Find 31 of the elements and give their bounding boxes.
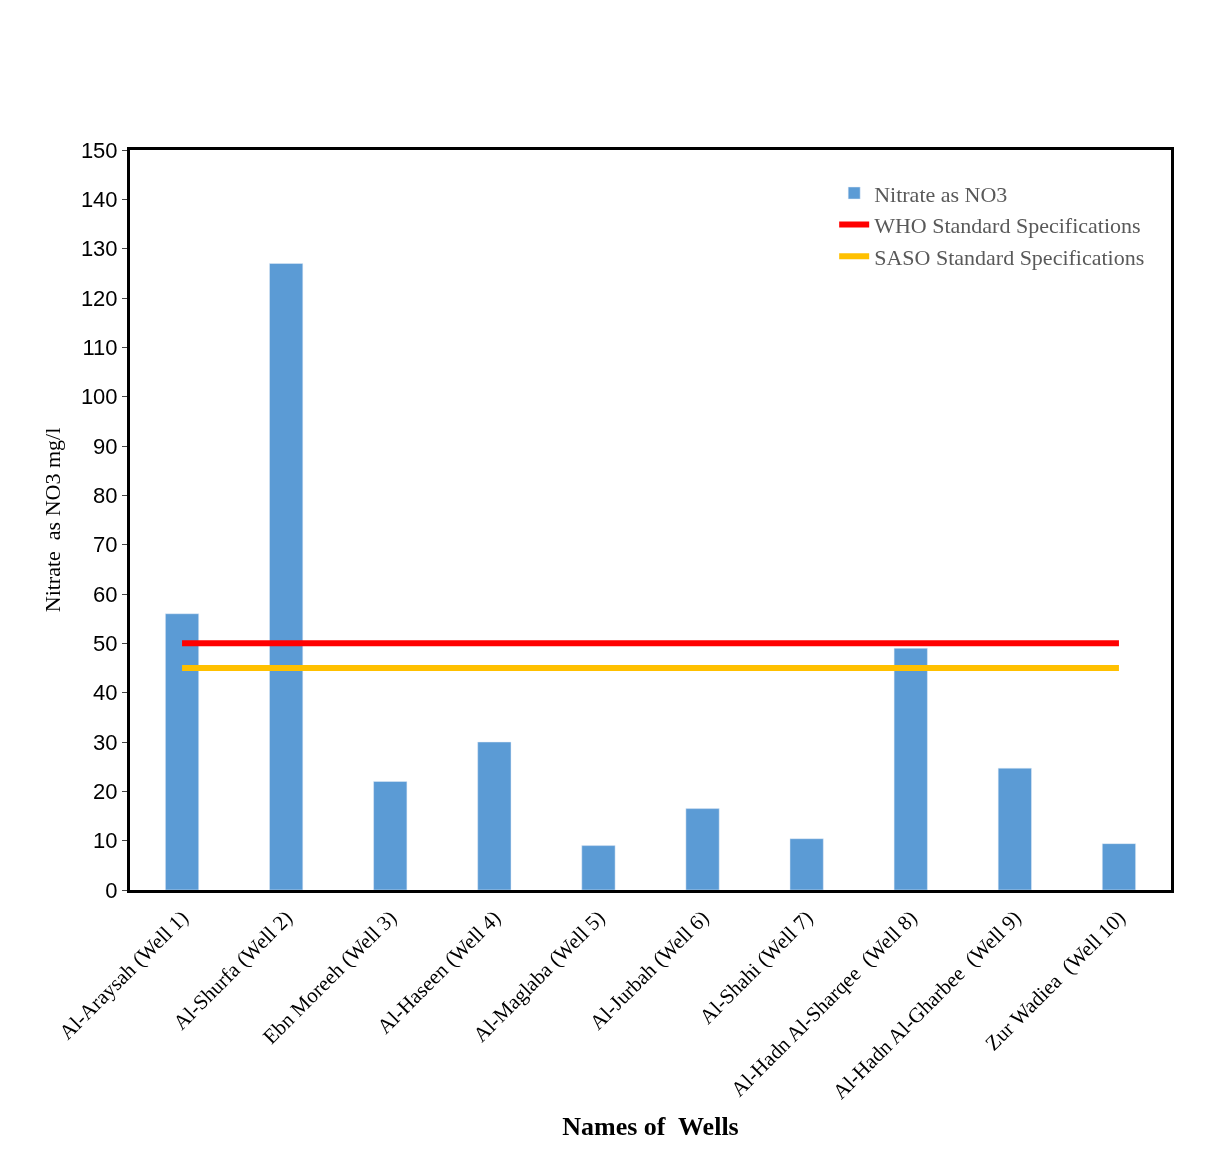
y-tick-label: 20 [93,779,118,805]
y-tick-label: 10 [93,828,118,854]
bar [1102,843,1136,890]
y-tick-label: 110 [82,335,118,361]
y-tick-label: 70 [93,532,118,558]
y-tick-label: 140 [80,187,118,213]
legend-label: Nitrate as NO3 [874,181,1008,207]
y-tick-label: 40 [93,680,118,706]
y-tick-label: 130 [80,236,118,262]
y-tick-label: 60 [93,581,118,607]
y-tick-label: 120 [80,285,118,311]
bar [789,838,824,890]
legend-label: SASO Standard Specifications [874,244,1145,270]
y-tick-label: 100 [80,384,118,410]
bar [685,808,720,890]
legend-label: WHO Standard Specifications [874,213,1141,239]
bar [997,767,1032,890]
y-tick-label: 150 [80,137,118,163]
bar [165,613,199,890]
y-tick-label: 0 [105,877,118,903]
bar [581,845,616,890]
y-tick-label: 90 [93,433,118,459]
x-axis-title: Names of Wells [562,1112,739,1142]
bar [893,648,928,890]
y-tick-label: 50 [93,631,118,657]
bar [269,263,304,890]
bar [373,781,408,890]
y-axis-title: Nitrate as NO3 mg/l [39,427,65,613]
y-tick-label: 80 [93,483,118,509]
y-tick-label: 30 [93,729,118,755]
bar [477,741,512,890]
